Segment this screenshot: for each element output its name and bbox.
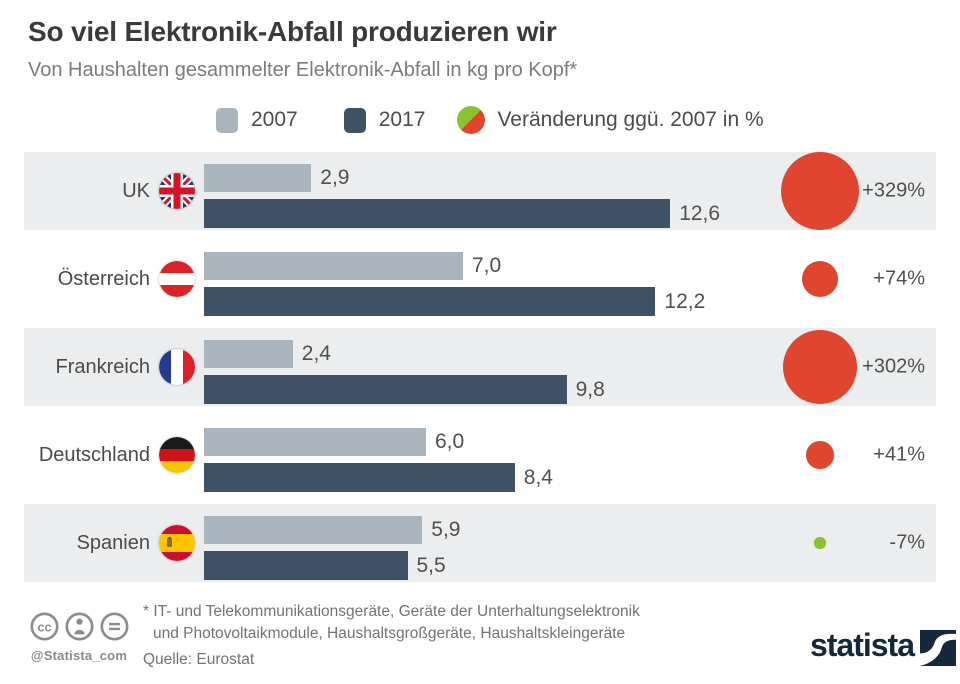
statista-logo-text: statista <box>809 627 915 663</box>
bar-value-2017: 12,6 <box>679 201 721 225</box>
change-bubble <box>801 260 839 298</box>
source-label: Quelle: Eurostat <box>143 651 255 668</box>
bar-value-2007: 2,4 <box>301 342 331 365</box>
country-row-austria: Österreich 7,0 12,2 +74% <box>24 240 936 318</box>
country-cell: Frankreich <box>24 328 195 406</box>
bar-2017 <box>204 287 656 316</box>
cc-icons: cc <box>26 612 132 641</box>
page-title: So viel Elektronik-Abfall produzieren wi… <box>28 16 557 47</box>
change-label: +74% <box>873 267 925 290</box>
bar-2017 <box>204 551 408 580</box>
bars: 5,9 5,5 <box>204 516 461 580</box>
change-label: +302% <box>862 355 925 378</box>
country-cell: UK <box>24 152 195 230</box>
legend-item-2017: 2017 <box>343 107 426 133</box>
country-cell: Deutschland <box>24 416 195 494</box>
country-label: Deutschland <box>38 443 150 466</box>
legend-swatch-2007-icon <box>216 107 238 133</box>
footnote: * IT- und Telekommunikationsgeräte, Gerä… <box>143 601 640 645</box>
bar-value-2007: 5,9 <box>431 518 461 541</box>
flag-france-icon <box>159 349 195 385</box>
bar-2007 <box>204 164 312 192</box>
bar-value-2007: 2,9 <box>320 166 350 189</box>
footnote-line-2: und Photovoltaikmodule, Haushaltsgroßger… <box>153 625 626 642</box>
change-bubble <box>781 152 859 230</box>
bar-2007 <box>204 340 293 368</box>
flag-uk-icon <box>159 173 195 209</box>
country-label: Frankreich <box>55 355 150 378</box>
bar-value-2007: 7,0 <box>472 254 502 277</box>
bar-2017 <box>204 463 515 492</box>
legend-label-2007: 2007 <box>251 108 298 131</box>
statista-handle: @Statista_com <box>30 648 128 663</box>
footnote-line-1: * IT- und Telekommunikationsgeräte, Gerä… <box>143 603 640 620</box>
country-cell: Spanien <box>24 504 195 582</box>
bars: 6,0 8,4 <box>204 428 553 492</box>
bars: 2,4 9,8 <box>204 340 605 404</box>
bar-value-2017: 5,5 <box>416 553 446 577</box>
change-bubble <box>782 329 858 405</box>
country-row-germany: Deutschland 6,0 8,4 +41% <box>24 416 936 494</box>
country-label: UK <box>122 179 150 202</box>
bar-2017 <box>204 199 671 228</box>
country-row-france: Frankreich 2,4 9,8 +302% <box>24 328 936 406</box>
change-label: -7% <box>889 531 925 554</box>
bar-value-2017: 9,8 <box>575 377 605 401</box>
change-label: +41% <box>873 443 925 466</box>
legend-item-2007: 2007 <box>216 107 298 133</box>
statista-logo: statista <box>809 627 956 666</box>
statista-logo-mark-icon <box>920 629 956 666</box>
bar-value-2007: 6,0 <box>435 430 465 453</box>
bar-chart: UK 2,9 12,6 +329% Österreich <box>24 152 936 592</box>
svg-text:cc: cc <box>37 620 51 634</box>
bar-value-2017: 8,4 <box>523 465 553 489</box>
bars: 7,0 12,2 <box>204 252 705 316</box>
country-row-spain: Spanien 5,9 5,5 -7% <box>24 504 936 582</box>
cc-license-icon: cc <box>29 612 59 641</box>
flag-spain-icon <box>159 525 195 561</box>
cc-attribution-icon <box>64 612 94 641</box>
bar-2007 <box>204 516 423 544</box>
flag-germany-icon <box>159 437 195 473</box>
creative-commons-block: cc @Statista_com <box>26 612 132 663</box>
bar-2007 <box>204 428 426 456</box>
legend: 2007 2017 Veränderung ggü. 2007 in % <box>216 106 764 134</box>
bar-2007 <box>204 252 463 280</box>
change-bubble <box>814 537 826 549</box>
cc-no-derivatives-icon <box>99 612 129 641</box>
country-label: Österreich <box>57 267 150 290</box>
country-cell: Österreich <box>24 240 195 318</box>
country-row-uk: UK 2,9 12,6 +329% <box>24 152 936 230</box>
bar-2017 <box>204 375 567 404</box>
legend-change-circle-icon <box>457 106 486 134</box>
legend-label-2017: 2017 <box>378 108 426 131</box>
bar-value-2017: 12,2 <box>664 289 706 313</box>
flag-austria-icon <box>159 261 195 297</box>
page-subtitle: Von Haushalten gesammelter Elektronik-Ab… <box>28 59 578 81</box>
legend-item-change: Veränderung ggü. 2007 in % <box>457 106 764 134</box>
legend-swatch-2017-icon <box>343 107 366 133</box>
bars: 2,9 12,6 <box>204 164 720 228</box>
change-bubble <box>806 441 834 469</box>
country-label: Spanien <box>76 531 150 554</box>
legend-label-change: Veränderung ggü. 2007 in % <box>497 108 764 131</box>
change-label: +329% <box>862 179 925 202</box>
